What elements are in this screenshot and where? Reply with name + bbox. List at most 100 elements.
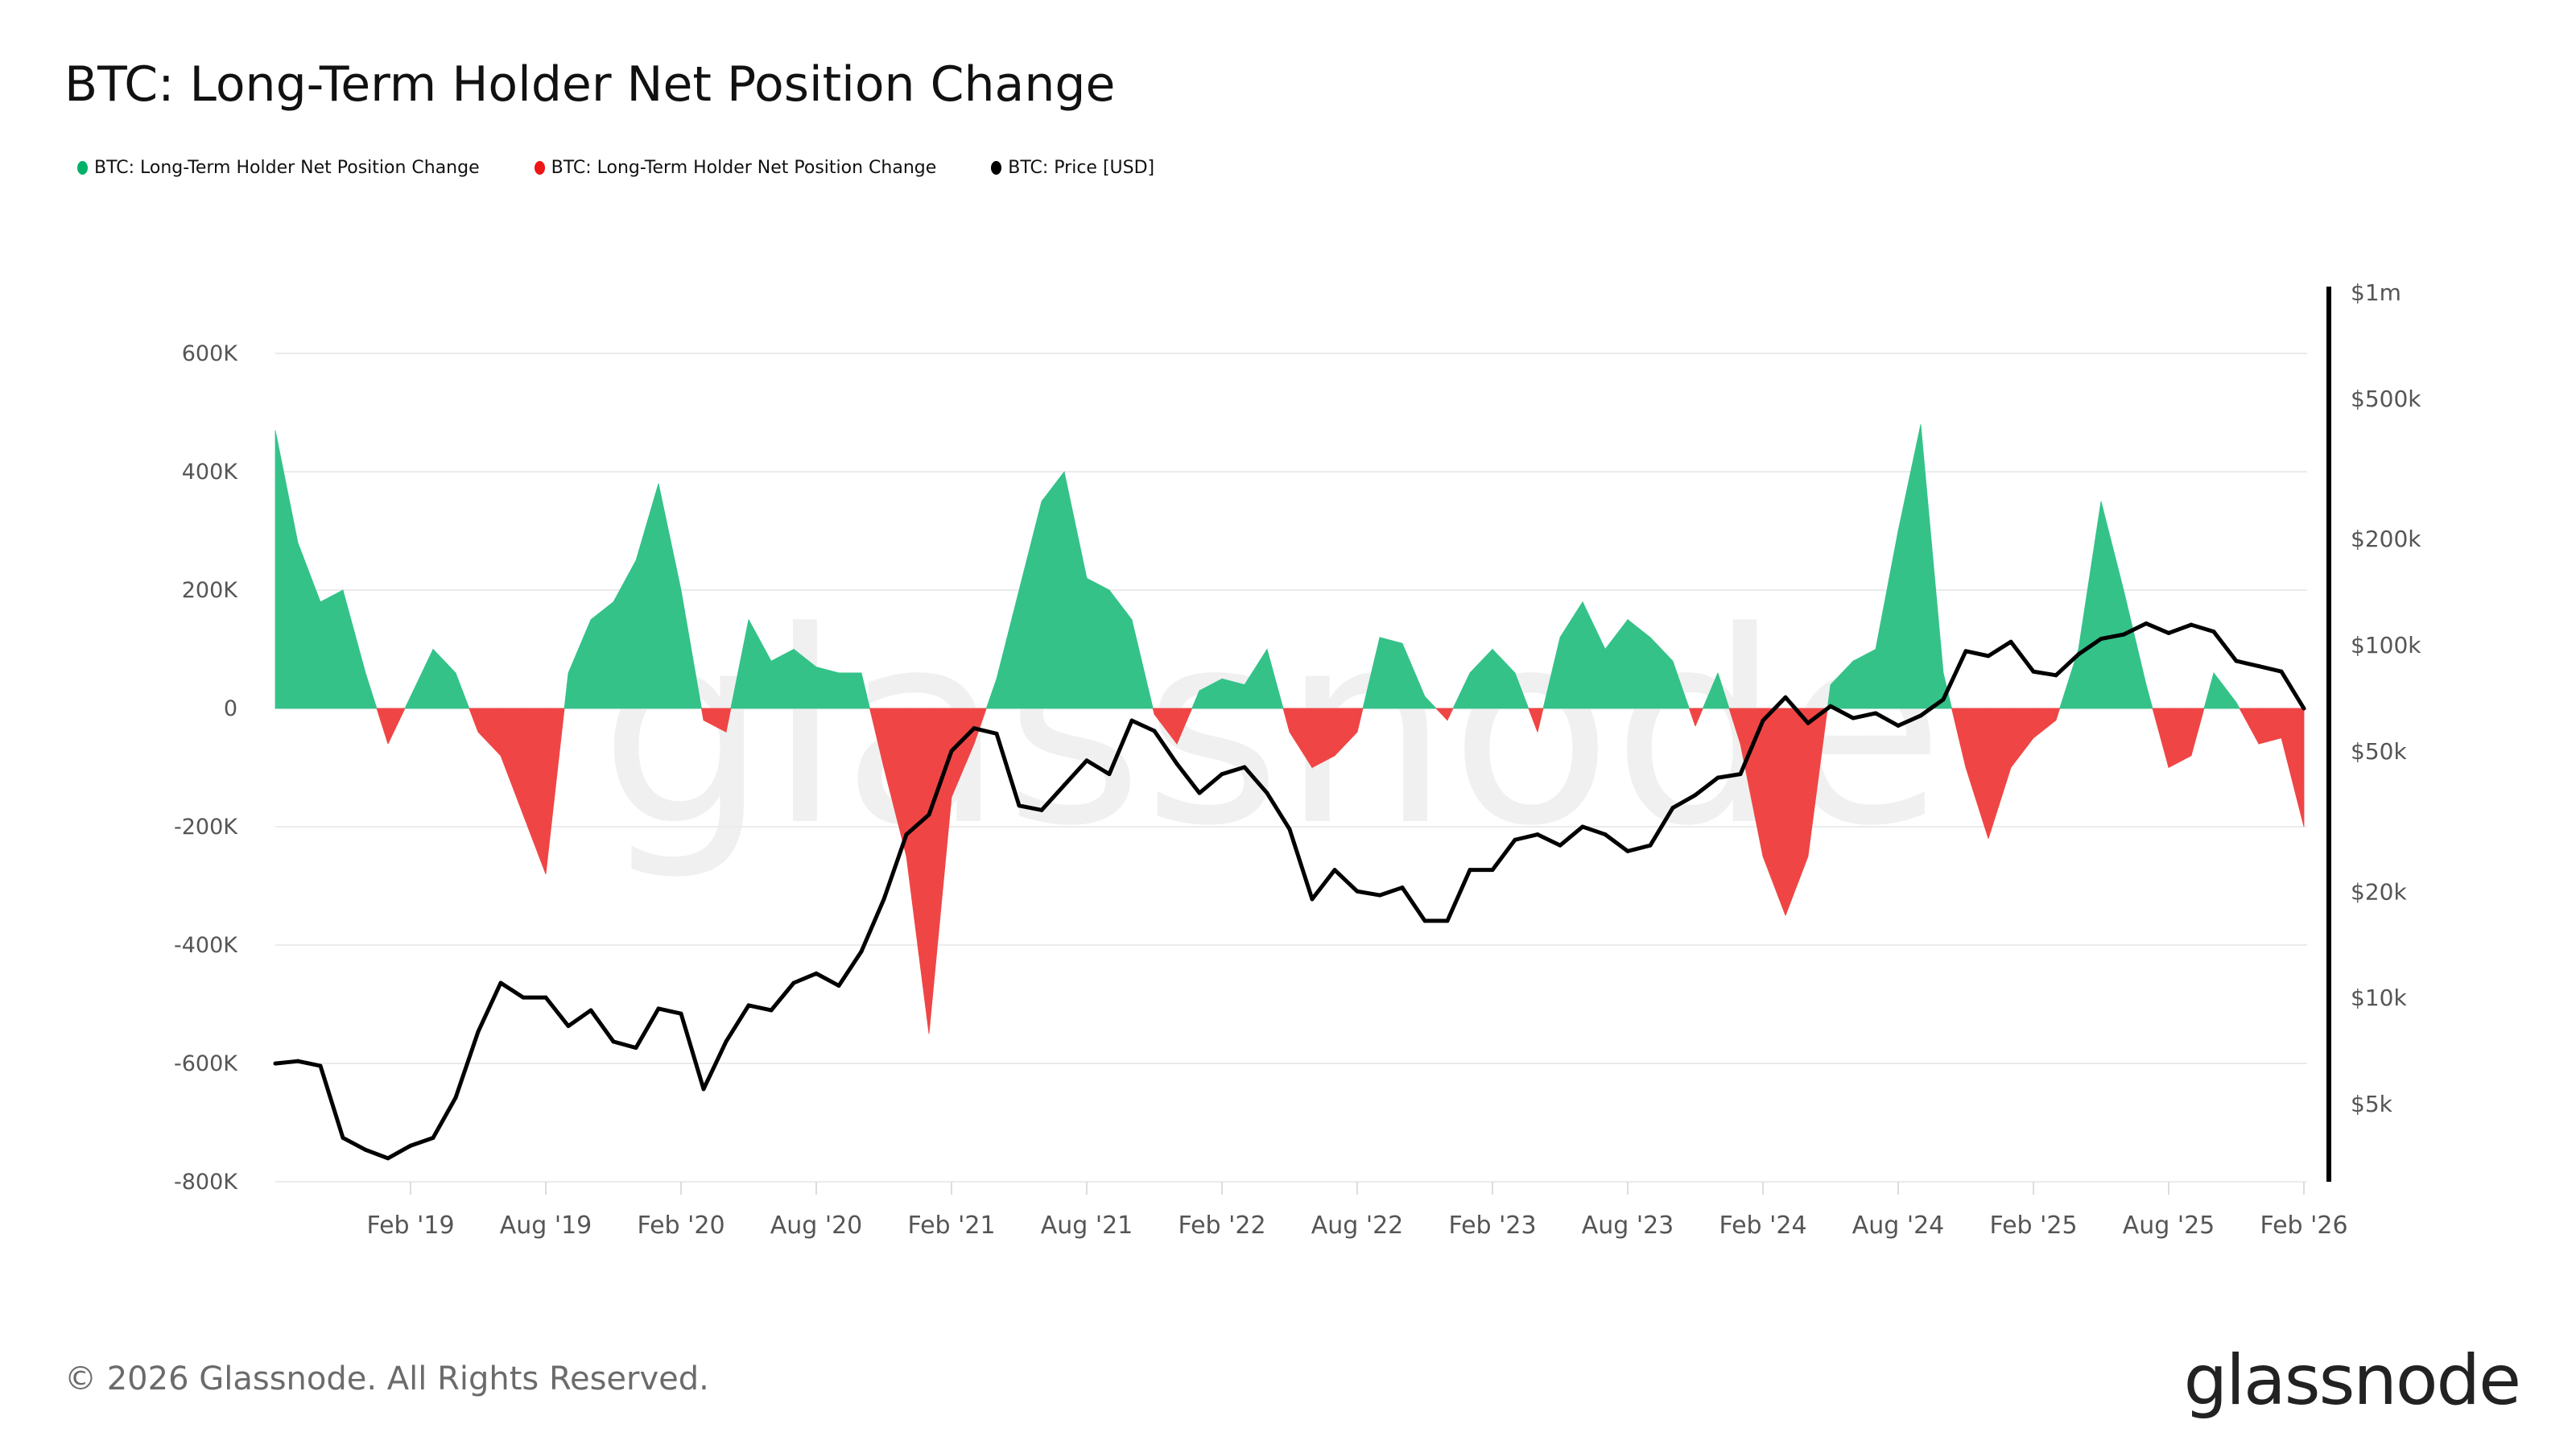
y-left-tick-label: 400K bbox=[182, 460, 239, 485]
positive-area-segment bbox=[1018, 501, 1042, 709]
price-point bbox=[1783, 695, 1788, 700]
positive-area-segment bbox=[1514, 672, 1530, 709]
positive-area-segment bbox=[815, 667, 840, 709]
legend-item-price[interactable]: BTC: Price [USD] bbox=[991, 158, 1154, 178]
y-right-tick-label: $5k bbox=[2351, 1091, 2393, 1117]
price-point bbox=[1220, 772, 1224, 777]
price-point bbox=[859, 949, 864, 954]
price-point bbox=[543, 995, 548, 1000]
price-point bbox=[814, 971, 819, 976]
price-point bbox=[1761, 718, 1765, 723]
negative-area-segment bbox=[2055, 708, 2061, 720]
positive-area-segment bbox=[861, 672, 871, 709]
price-point bbox=[1625, 848, 1630, 853]
price-point bbox=[1039, 807, 1044, 812]
y-left-tick-label: -400K bbox=[174, 933, 238, 958]
positive-area-segment bbox=[410, 649, 434, 709]
x-tick-label: Aug '22 bbox=[1311, 1212, 1404, 1240]
price-point bbox=[2144, 621, 2149, 625]
legend-dot-icon bbox=[991, 161, 1002, 175]
positive-area-segment bbox=[2145, 684, 2153, 709]
price-point bbox=[2301, 706, 2306, 711]
y-right-tick-label: $10k bbox=[2351, 985, 2407, 1011]
price-point bbox=[2234, 658, 2239, 663]
price-point bbox=[724, 1039, 729, 1044]
positive-area-segment bbox=[1086, 577, 1110, 709]
glassnode-logo: glassnode bbox=[2183, 1340, 2521, 1421]
price-point bbox=[1535, 832, 1540, 837]
negative-area-segment bbox=[1762, 708, 1786, 916]
negative-area-segment bbox=[1695, 708, 1703, 727]
price-point bbox=[498, 980, 503, 985]
price-point bbox=[701, 1087, 706, 1092]
positive-area-segment bbox=[635, 483, 659, 709]
positive-area-segment bbox=[2123, 589, 2147, 709]
negative-area-segment bbox=[469, 708, 479, 733]
y-right-tick-label: $500k bbox=[2351, 386, 2421, 412]
negative-area-segment bbox=[973, 708, 987, 745]
x-tick-label: Feb '21 bbox=[907, 1212, 995, 1240]
negative-area-segment bbox=[1176, 708, 1193, 745]
x-tick-label: Aug '25 bbox=[2123, 1212, 2215, 1240]
y-left-tick-label: -600K bbox=[174, 1051, 238, 1076]
negative-area-segment bbox=[522, 708, 547, 874]
y-right-tick-label: $50k bbox=[2351, 738, 2407, 765]
price-point bbox=[949, 749, 954, 753]
price-point bbox=[1941, 697, 1946, 702]
negative-area-segment bbox=[2152, 708, 2169, 768]
x-tick-label: Feb '20 bbox=[637, 1212, 724, 1240]
price-point bbox=[1580, 824, 1585, 829]
y-left-tick-label: -200K bbox=[174, 815, 238, 840]
price-point bbox=[904, 832, 909, 837]
x-tick-label: Feb '23 bbox=[1448, 1212, 1536, 1240]
negative-area-segment bbox=[1951, 708, 1967, 768]
price-point bbox=[1670, 806, 1675, 811]
price-point bbox=[611, 1039, 616, 1044]
x-tick-label: Feb '24 bbox=[1719, 1212, 1806, 1240]
price-point bbox=[927, 812, 931, 817]
negative-area-segment bbox=[2281, 708, 2305, 828]
price-point bbox=[769, 1008, 774, 1013]
positive-area-segment bbox=[1379, 637, 1403, 709]
x-tick-label: Feb '19 bbox=[366, 1212, 454, 1240]
price-point bbox=[1806, 720, 1810, 725]
price-point bbox=[746, 1003, 751, 1008]
negative-area-segment bbox=[1537, 708, 1544, 733]
legend: BTC: Long-Term Holder Net Position Chang… bbox=[77, 158, 1154, 178]
price-point bbox=[1715, 775, 1720, 780]
y-right-tick-label: $1m bbox=[2351, 279, 2401, 306]
negative-area-segment bbox=[906, 708, 930, 1034]
negative-area-segment bbox=[1965, 708, 1989, 839]
positive-area-segment bbox=[320, 589, 344, 709]
y-left-tick-label: 0 bbox=[224, 696, 237, 721]
legend-item-lth-negative[interactable]: BTC: Long-Term Holder Net Position Chang… bbox=[534, 158, 937, 178]
x-tick-label: Aug '21 bbox=[1041, 1212, 1133, 1240]
price-point bbox=[656, 1006, 661, 1011]
price-point bbox=[1422, 919, 1427, 923]
legend-label: BTC: Long-Term Holder Net Position Chang… bbox=[551, 158, 937, 178]
positive-area-segment bbox=[658, 483, 682, 709]
positive-area-segment bbox=[1897, 424, 1922, 709]
price-point bbox=[2031, 669, 2036, 674]
positive-area-segment bbox=[838, 672, 862, 709]
positive-area-segment bbox=[2203, 672, 2215, 709]
negative-area-segment bbox=[545, 708, 565, 874]
price-point bbox=[1107, 772, 1112, 777]
price-point bbox=[1468, 868, 1472, 873]
price-point bbox=[1355, 889, 1360, 894]
negative-area-segment bbox=[2168, 708, 2192, 769]
price-point bbox=[2099, 637, 2103, 642]
legend-dot-icon bbox=[534, 161, 545, 175]
price-point bbox=[1896, 723, 1901, 728]
positive-area-segment bbox=[342, 589, 366, 709]
price-point bbox=[1513, 837, 1517, 842]
positive-area-segment bbox=[2213, 671, 2237, 709]
price-point bbox=[1152, 729, 1157, 733]
negative-area-segment bbox=[477, 708, 502, 757]
legend-item-lth-positive[interactable]: BTC: Long-Term Holder Net Position Chang… bbox=[77, 158, 480, 178]
positive-area-segment bbox=[1920, 424, 1944, 709]
legend-label: BTC: Long-Term Holder Net Position Chang… bbox=[94, 158, 480, 178]
positive-area-segment bbox=[432, 648, 456, 709]
price-point bbox=[521, 995, 526, 1000]
copyright-footer: © 2026 Glassnode. All Rights Reserved. bbox=[64, 1360, 709, 1397]
